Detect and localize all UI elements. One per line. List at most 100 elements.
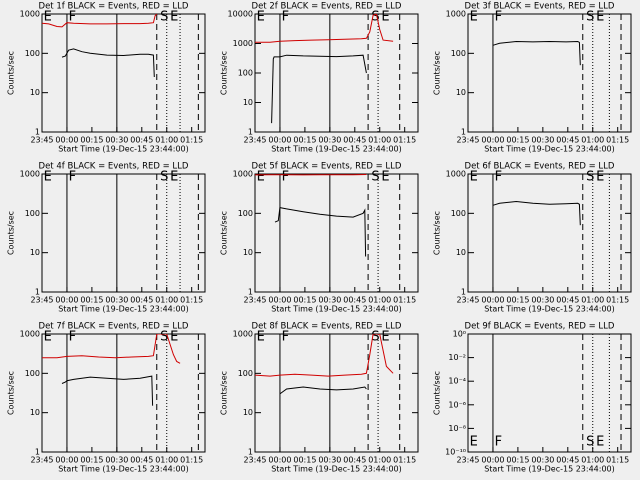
y-tick-label: 1000 — [233, 170, 253, 179]
chart-title: Det 8f BLACK = Events, RED = LLD — [252, 322, 402, 332]
marker-label: E — [470, 435, 478, 450]
y-tick-label: 1 — [248, 448, 253, 457]
x-axis-label: Start Time (19-Dec-15 23:44:00) — [58, 465, 189, 474]
plot-frame — [41, 333, 206, 453]
y-tick-label: 100 — [238, 369, 253, 378]
x-tick-label: 01:15 — [180, 456, 203, 465]
y-tick-label: 10 — [243, 98, 253, 107]
y-tick-label: 10 — [30, 88, 40, 97]
x-tick-label: 01:15 — [393, 136, 416, 145]
y-axis-label: Counts/sec — [433, 371, 442, 415]
x-tick-label: 00:00 — [481, 456, 504, 465]
data-line — [271, 54, 367, 124]
marker-label: F — [69, 10, 76, 25]
marker-label: E — [257, 170, 265, 185]
x-tick-label: 00:30 — [105, 296, 128, 305]
x-tick-label: 01:00 — [155, 136, 178, 145]
panel: Det 7f BLACK = Events, RED = LLD Counts/s… — [7, 322, 206, 474]
x-tick-label: 01:00 — [155, 456, 178, 465]
plot-frame — [254, 333, 419, 453]
marker-label: F — [495, 435, 502, 450]
marker-label: E — [381, 10, 389, 25]
x-tick-label: 00:45 — [130, 456, 153, 465]
y-tick-label: 10 — [30, 248, 40, 257]
y-tick-label: 100 — [451, 49, 466, 58]
panel: Det 4f BLACK = Events, RED = LLD Counts/s… — [7, 162, 206, 314]
x-axis-label: Start Time (19-Dec-15 23:44:00) — [58, 305, 189, 314]
y-tick-label: 1000 — [233, 39, 253, 48]
x-tick-label: 01:15 — [180, 136, 203, 145]
x-tick-label: 01:15 — [606, 136, 629, 145]
y-tick-label: 100 — [25, 49, 40, 58]
x-tick-label: 01:00 — [581, 136, 604, 145]
x-tick-label: 00:45 — [343, 136, 366, 145]
y-tick-label: 1000 — [233, 330, 253, 339]
x-tick-label: 00:00 — [481, 136, 504, 145]
x-axis-label: Start Time (19-Dec-15 23:44:00) — [271, 465, 402, 474]
y-tick-label: 1000 — [20, 10, 40, 19]
x-tick-label: 00:00 — [268, 456, 291, 465]
marker-label: S — [160, 10, 168, 25]
x-tick-label: 23:45 — [456, 296, 479, 305]
y-tick-label: 1 — [248, 288, 253, 297]
panel: Det 6f BLACK = Events, RED = LLD Counts/s… — [433, 162, 632, 314]
chart-title: Det 5f BLACK = Events, RED = LLD — [252, 162, 402, 172]
marker-label: F — [282, 330, 289, 345]
y-tick-label: 1000 — [446, 10, 466, 19]
y-tick-label: 10 — [456, 88, 466, 97]
x-tick-label: 00:15 — [506, 296, 529, 305]
x-tick-label: 01:00 — [368, 456, 391, 465]
y-axis-label: Counts/sec — [220, 51, 229, 95]
marker-label: S — [586, 435, 594, 450]
panel: Det 9f BLACK = Events, RED = LLD Counts/s… — [433, 322, 632, 474]
y-axis-label: Counts/sec — [433, 211, 442, 255]
panel: Det 8f BLACK = Events, RED = LLD Counts/s… — [220, 322, 419, 474]
y-tick-label: 1 — [248, 128, 253, 137]
chart-title: Det 3f BLACK = Events, RED = LLD — [465, 2, 615, 12]
y-tick-label: 1000 — [20, 330, 40, 339]
marker-label: E — [170, 170, 178, 185]
marker-label: E — [170, 10, 178, 25]
x-tick-label: 00:45 — [343, 296, 366, 305]
data-line — [42, 14, 158, 28]
x-tick-label: 00:00 — [55, 296, 78, 305]
marker-label: E — [596, 435, 604, 450]
y-tick-label: 1 — [35, 448, 40, 457]
marker-label: E — [257, 330, 265, 345]
marker-label: E — [596, 170, 604, 185]
x-tick-label: 00:30 — [105, 136, 128, 145]
x-tick-label: 23:45 — [243, 456, 266, 465]
x-tick-label: 01:00 — [368, 136, 391, 145]
x-tick-label: 00:15 — [80, 136, 103, 145]
y-tick-label: 100 — [238, 209, 253, 218]
x-tick-label: 23:45 — [456, 456, 479, 465]
x-tick-label: 00:45 — [556, 296, 579, 305]
chart-title: Det 7f BLACK = Events, RED = LLD — [39, 322, 189, 332]
y-tick-label: 10 — [243, 248, 253, 257]
x-tick-label: 00:15 — [293, 296, 316, 305]
x-tick-label: 00:00 — [268, 296, 291, 305]
y-tick-label: 100 — [25, 369, 40, 378]
x-tick-label: 00:45 — [130, 136, 153, 145]
y-tick-label: 100 — [451, 209, 466, 218]
x-tick-label: 00:15 — [293, 456, 316, 465]
x-tick-label: 01:15 — [180, 296, 203, 305]
x-tick-label: 00:00 — [55, 456, 78, 465]
x-axis-label: Start Time (19-Dec-15 23:44:00) — [484, 465, 615, 474]
marker-label: E — [44, 330, 52, 345]
data-line — [61, 375, 154, 406]
x-tick-label: 01:00 — [368, 296, 391, 305]
y-axis-label: Counts/sec — [433, 51, 442, 95]
marker-label: F — [282, 170, 289, 185]
data-line — [255, 14, 394, 43]
data-line — [492, 40, 581, 66]
y-tick-label: 10⁻² — [448, 353, 466, 362]
marker-label: S — [371, 170, 379, 185]
marker-label: F — [495, 170, 502, 185]
y-axis-label: Counts/sec — [220, 211, 229, 255]
x-tick-label: 00:15 — [80, 456, 103, 465]
y-tick-label: 10⁻⁴ — [448, 377, 466, 386]
marker-label: E — [596, 10, 604, 25]
chart-title: Det 1f BLACK = Events, RED = LLD — [39, 2, 189, 12]
marker-label: E — [381, 330, 389, 345]
